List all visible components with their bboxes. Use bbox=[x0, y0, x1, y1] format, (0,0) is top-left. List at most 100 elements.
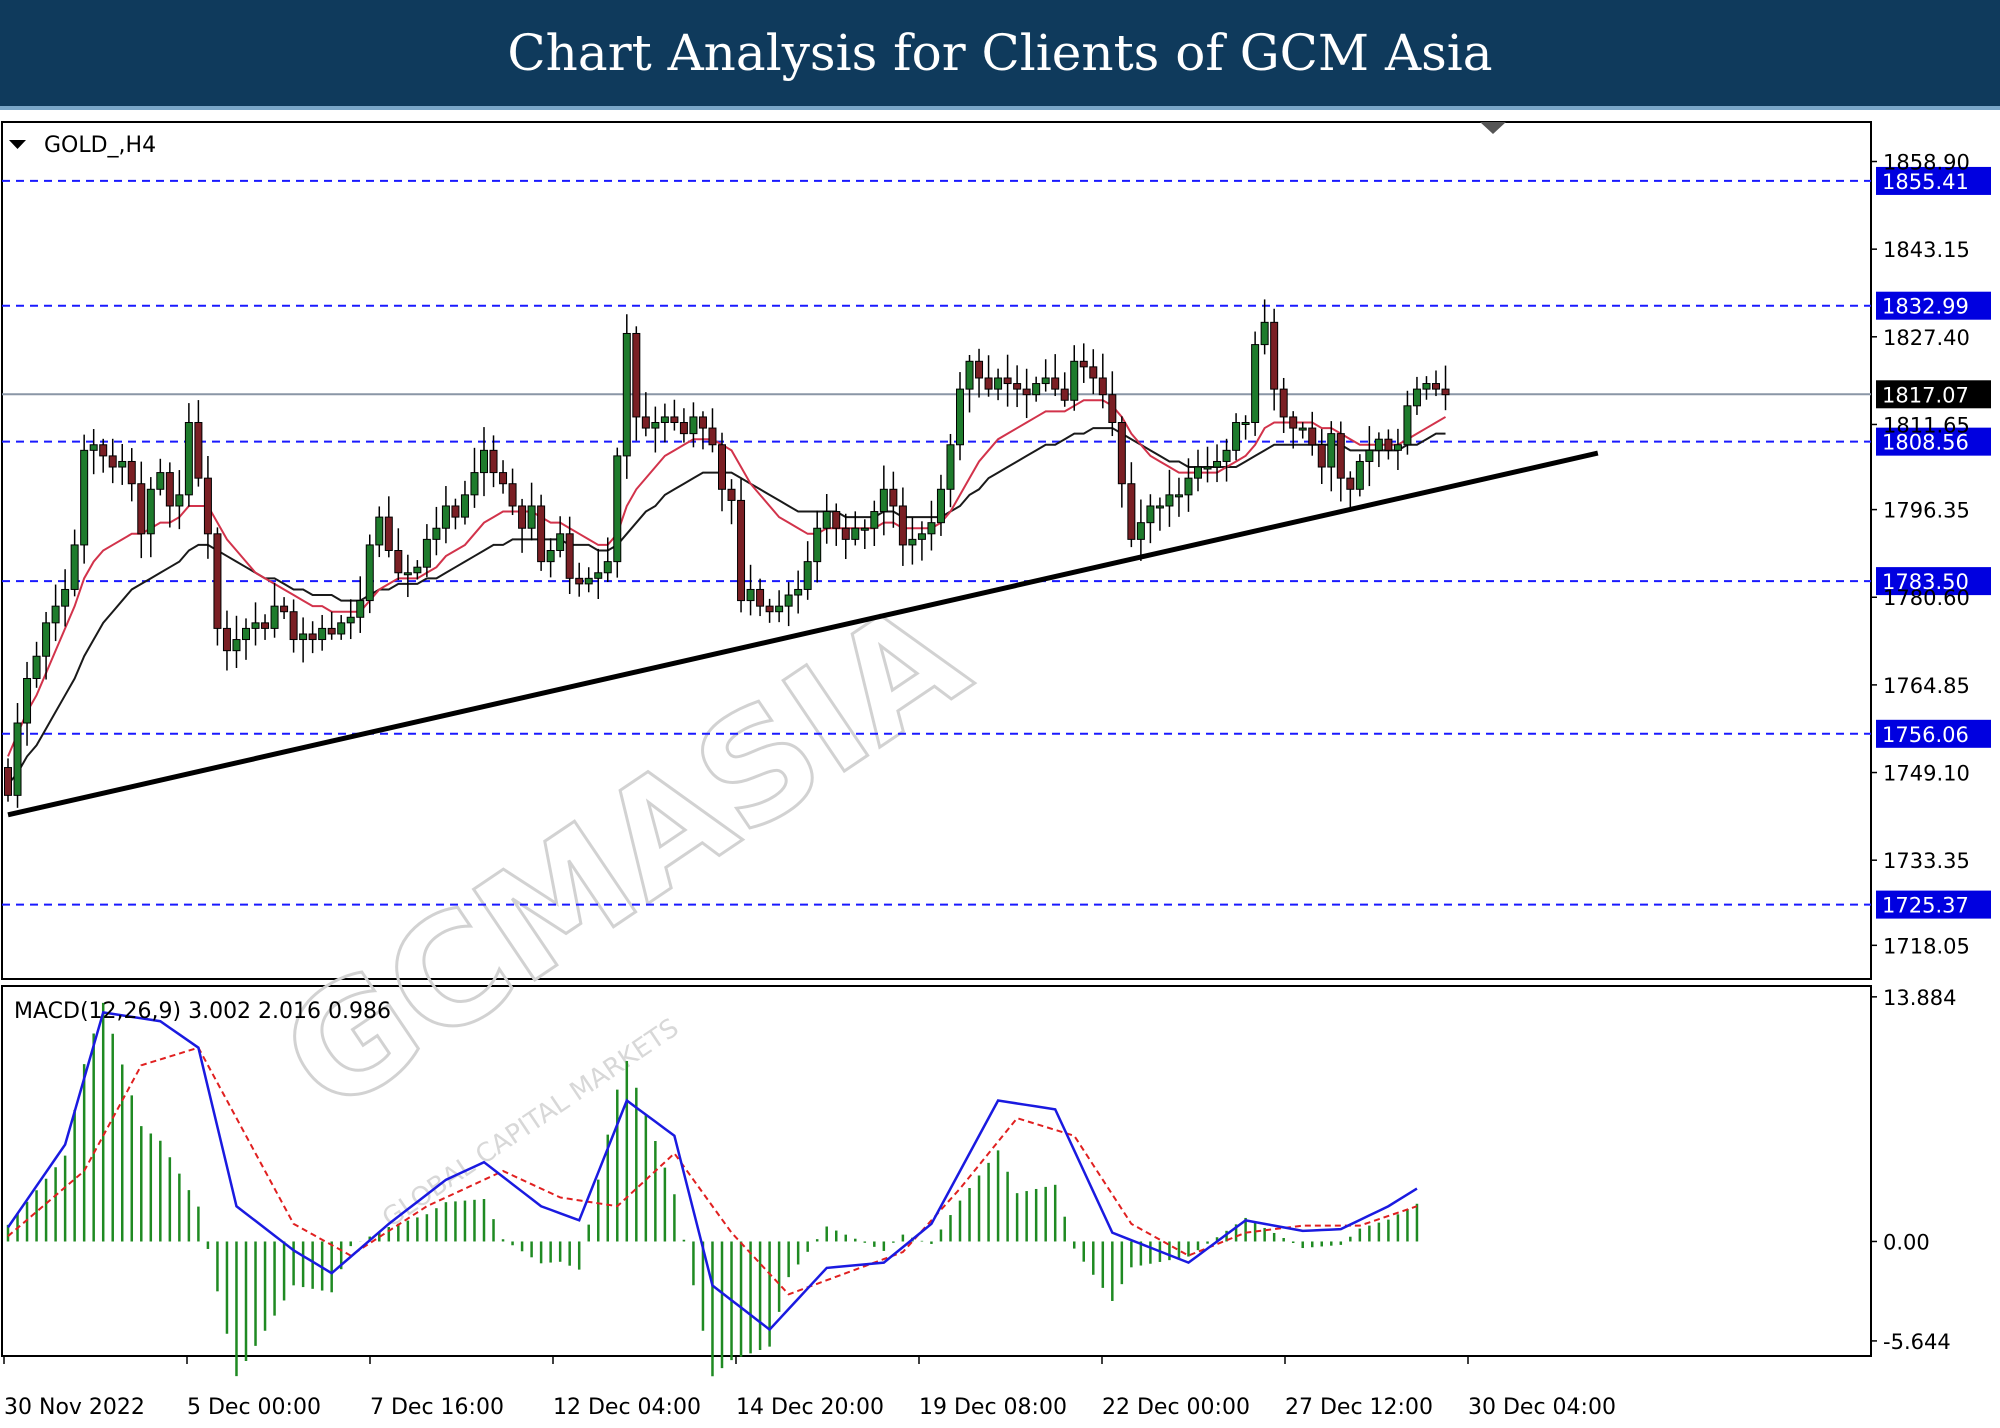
candle-bearish bbox=[394, 550, 403, 574]
candle-bullish bbox=[356, 600, 365, 618]
chart-shift-icon[interactable] bbox=[1480, 122, 1506, 134]
candle-bearish bbox=[1013, 383, 1022, 390]
candle-bullish bbox=[375, 516, 384, 546]
current-price-label: 1817.07 bbox=[1882, 383, 1969, 407]
candle-bullish bbox=[318, 627, 327, 641]
candle-bearish bbox=[1098, 377, 1107, 396]
y-tick-label-2: 1827.40 bbox=[1883, 326, 1970, 350]
y-tick-label-6: 1764.85 bbox=[1883, 674, 1970, 698]
candle-bullish bbox=[365, 544, 374, 602]
macd-y-tick-label-0: 13.884 bbox=[1883, 986, 1956, 1010]
candle-bearish bbox=[984, 377, 993, 390]
candle-bullish bbox=[80, 449, 89, 546]
moving-average-fast bbox=[7, 399, 1447, 757]
header-banner bbox=[0, 0, 2000, 106]
x-tick-label-8: 30 Dec 04:00 bbox=[1468, 1395, 1616, 1420]
candle-bullish bbox=[775, 605, 784, 613]
candle-bearish bbox=[508, 483, 517, 507]
support-resistance-levels: 1855.41 1832.99 1808.56 1783.50 1756.06 1725.… bbox=[2, 166, 1991, 919]
candle-bullish bbox=[584, 577, 593, 585]
candle-bullish bbox=[1403, 405, 1412, 446]
candle-bullish bbox=[422, 538, 431, 568]
candle-bearish bbox=[756, 588, 765, 607]
candle-bearish bbox=[108, 455, 117, 468]
candle-bullish bbox=[51, 605, 60, 624]
candle-bullish bbox=[603, 561, 612, 574]
candle-bearish bbox=[194, 422, 203, 479]
candle-bullish bbox=[1184, 477, 1193, 496]
candle-bullish bbox=[23, 677, 32, 724]
candle-bullish bbox=[270, 605, 279, 629]
candle-bearish bbox=[632, 332, 641, 418]
candle-bearish bbox=[222, 627, 231, 652]
candle-bearish bbox=[99, 444, 108, 457]
candle-bullish bbox=[1412, 388, 1421, 407]
candle-bearish bbox=[1003, 377, 1012, 385]
level-price-tag-3 bbox=[1876, 567, 1991, 596]
y-tick-label-8: 1733.35 bbox=[1883, 849, 1970, 873]
candle-bullish bbox=[61, 588, 70, 607]
candle-bullish bbox=[1355, 460, 1364, 490]
macd-label: MACD(12,26,9) 3.002 2.016 0.986 bbox=[14, 999, 391, 1024]
candle-bearish bbox=[489, 449, 498, 474]
x-tick-label-4: 14 Dec 20:00 bbox=[736, 1395, 884, 1420]
candle-bearish bbox=[641, 416, 650, 429]
candle-bullish bbox=[118, 460, 127, 468]
candle-bullish bbox=[956, 388, 964, 446]
candle-bearish bbox=[1336, 433, 1345, 479]
candle-bullish bbox=[822, 511, 831, 529]
candle-bullish bbox=[613, 455, 622, 563]
candle-bullish bbox=[1298, 427, 1307, 431]
candle-bullish bbox=[1422, 383, 1431, 390]
candle-bearish bbox=[1089, 366, 1098, 379]
candle-bullish bbox=[651, 422, 660, 429]
candle-bullish bbox=[403, 572, 412, 576]
level-price-tag-5 bbox=[1876, 890, 1991, 919]
candle-bullish bbox=[1260, 321, 1269, 346]
candle-bearish bbox=[1079, 360, 1088, 368]
level-price-tag-4 bbox=[1876, 719, 1991, 748]
candle-bearish bbox=[1022, 388, 1031, 396]
symbol-dropdown-icon[interactable] bbox=[9, 140, 26, 149]
candle-bullish bbox=[1041, 377, 1050, 385]
candle-bullish bbox=[413, 566, 422, 574]
candle-bearish bbox=[1441, 388, 1450, 396]
candle-bullish bbox=[594, 572, 603, 579]
ascending-trendline bbox=[7, 450, 1599, 818]
candle-bearish bbox=[898, 505, 907, 546]
candle-bullish bbox=[32, 655, 41, 679]
candle-bearish bbox=[137, 483, 146, 535]
candle-bullish bbox=[1241, 422, 1250, 426]
candle-bullish bbox=[1327, 433, 1336, 468]
candle-bullish bbox=[908, 538, 917, 546]
candle-bearish bbox=[280, 605, 289, 613]
candle-bullish bbox=[860, 527, 869, 531]
candle-bullish bbox=[1213, 460, 1222, 468]
candle-bullish bbox=[89, 444, 98, 451]
candle-bullish bbox=[851, 527, 860, 540]
candle-bearish bbox=[975, 360, 984, 379]
candle-bearish bbox=[384, 516, 393, 551]
candle-bullish bbox=[156, 472, 165, 490]
candle-bullish bbox=[70, 544, 79, 590]
candle-bearish bbox=[708, 427, 717, 446]
candle-bullish bbox=[470, 472, 479, 496]
candle-bullish bbox=[1032, 383, 1041, 396]
candle-bullish bbox=[946, 444, 955, 490]
candle-bearish bbox=[127, 460, 136, 485]
candle-bullish bbox=[251, 622, 260, 629]
y-tick-label-4: 1796.35 bbox=[1883, 499, 1970, 523]
candle-bearish bbox=[327, 627, 336, 635]
candle-bullish bbox=[870, 511, 879, 529]
candle-bearish bbox=[1108, 394, 1117, 424]
candle-bearish bbox=[1051, 377, 1060, 390]
candle-bearish bbox=[1117, 422, 1126, 485]
candle-bullish bbox=[1070, 360, 1079, 401]
x-tick-label-1: 5 Dec 00:00 bbox=[187, 1395, 321, 1420]
candle-bullish bbox=[746, 588, 755, 602]
candle-bearish bbox=[737, 499, 746, 602]
axes: 1858.90 1843.15 1827.40 1811.65 1796.35 1780.… bbox=[3, 151, 1991, 1420]
y-tick-label-5: 1780.60 bbox=[1883, 586, 1970, 610]
candle-bullish bbox=[337, 622, 346, 635]
